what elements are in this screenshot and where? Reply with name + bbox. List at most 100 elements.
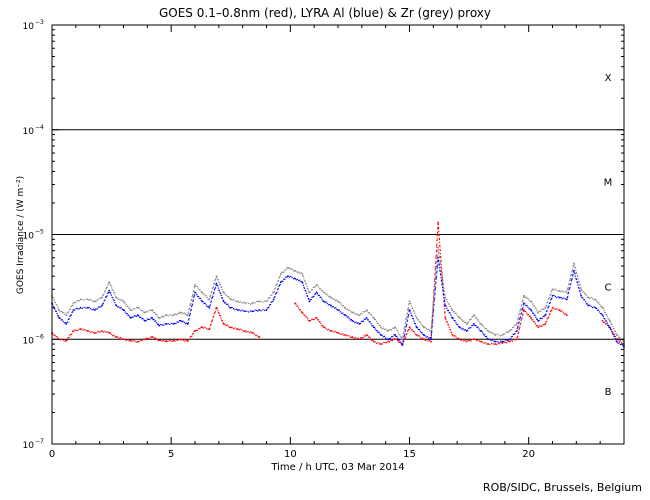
trace-dot: [104, 291, 106, 293]
trace-dot: [520, 313, 522, 315]
data-point: [415, 326, 418, 329]
trace-dot: [407, 315, 409, 317]
trace-dot: [55, 310, 57, 312]
trace-dot: [436, 254, 439, 256]
trace-dot: [381, 328, 383, 330]
trace-dot: [374, 328, 377, 330]
trace-dot: [169, 314, 171, 316]
trace-dot: [551, 297, 553, 299]
data-point: [215, 306, 218, 309]
trace-dot: [577, 284, 579, 286]
trace-dot: [432, 314, 434, 316]
trace-dot: [481, 341, 484, 343]
trace-dot: [306, 285, 308, 287]
trace-dot: [248, 302, 250, 304]
trace-dot: [464, 329, 467, 331]
trace-dot: [454, 335, 456, 337]
trace-dot: [311, 296, 313, 298]
trace-dot: [577, 275, 579, 278]
data-point: [322, 300, 325, 303]
trace-dot: [433, 303, 435, 305]
trace-dot: [432, 299, 435, 301]
trace-dot: [214, 311, 216, 313]
trace-dot: [85, 298, 87, 300]
trace-dot: [452, 311, 454, 313]
trace-dot: [532, 303, 534, 305]
trace-dot: [111, 289, 114, 291]
data-point: [580, 288, 582, 291]
trace-dot: [532, 319, 534, 321]
trace-dot: [167, 315, 169, 317]
trace-dot: [299, 272, 301, 274]
data-point: [558, 296, 561, 299]
data-point: [380, 343, 382, 345]
trace-dot: [154, 312, 156, 314]
trace-dot: [464, 339, 466, 342]
trace-dot: [395, 335, 397, 337]
data-point: [115, 296, 118, 299]
trace-dot: [421, 325, 423, 327]
trace-dot: [127, 305, 129, 308]
trace-dot: [105, 296, 107, 299]
trace-dot: [124, 311, 126, 313]
trace-dot: [391, 336, 393, 338]
trace-dot: [479, 330, 481, 332]
trace-dot: [59, 310, 61, 313]
trace-dot: [243, 330, 245, 332]
trace-dot: [439, 248, 441, 251]
trace-dot: [120, 307, 122, 309]
trace-dot: [396, 329, 399, 332]
trace-dot: [162, 315, 164, 318]
trace-dot: [102, 294, 104, 297]
trace-dot: [464, 321, 466, 324]
trace-dot: [310, 298, 312, 301]
trace-dot: [262, 309, 264, 311]
trace-dot: [404, 323, 406, 325]
trace-dot: [352, 320, 355, 322]
trace-dot: [445, 298, 447, 300]
trace-dot: [355, 321, 357, 323]
trace-dot: [439, 244, 441, 247]
trace-dot: [614, 338, 617, 340]
trace-dot: [443, 294, 445, 296]
trace-dot: [579, 284, 581, 286]
trace-dot: [566, 297, 568, 299]
trace-dot: [70, 314, 72, 316]
trace-dot: [520, 319, 522, 321]
trace-dot: [71, 331, 74, 333]
trace-dot: [279, 275, 281, 277]
trace-dot: [557, 309, 559, 311]
trace-dot: [517, 318, 519, 320]
trace-dot: [64, 340, 66, 342]
trace-dot: [61, 319, 63, 321]
data-point: [172, 323, 175, 325]
trace-dot: [575, 278, 577, 280]
trace-dot: [448, 326, 450, 328]
data-point: [129, 309, 132, 311]
trace-dot: [155, 337, 157, 339]
trace-dot: [348, 309, 350, 312]
trace-dot: [472, 315, 474, 318]
trace-dot: [500, 340, 502, 342]
trace-dot: [579, 293, 582, 295]
trace-dot: [268, 306, 270, 308]
trace-dot: [513, 326, 515, 328]
trace-dot: [210, 323, 212, 326]
trace-dot: [312, 318, 314, 320]
trace-dot: [398, 339, 400, 341]
trace-dot: [112, 289, 114, 291]
trace-dot: [200, 299, 202, 301]
trace-dot: [52, 296, 54, 299]
trace-dot: [125, 313, 127, 315]
trace-dot: [440, 261, 442, 263]
trace-dot: [227, 303, 229, 305]
data-point: [387, 340, 389, 343]
trace-dot: [249, 303, 252, 305]
trace-dot: [221, 320, 223, 322]
data-point: [566, 291, 568, 294]
trace-dot: [222, 322, 224, 324]
trace-dot: [295, 279, 297, 281]
x-axis-ticks: 0 5 10 15 20: [49, 25, 625, 460]
trace-dot: [205, 304, 207, 306]
trace-dot: [414, 312, 416, 314]
